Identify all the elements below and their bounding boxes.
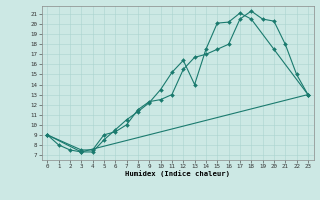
X-axis label: Humidex (Indice chaleur): Humidex (Indice chaleur) <box>125 171 230 177</box>
